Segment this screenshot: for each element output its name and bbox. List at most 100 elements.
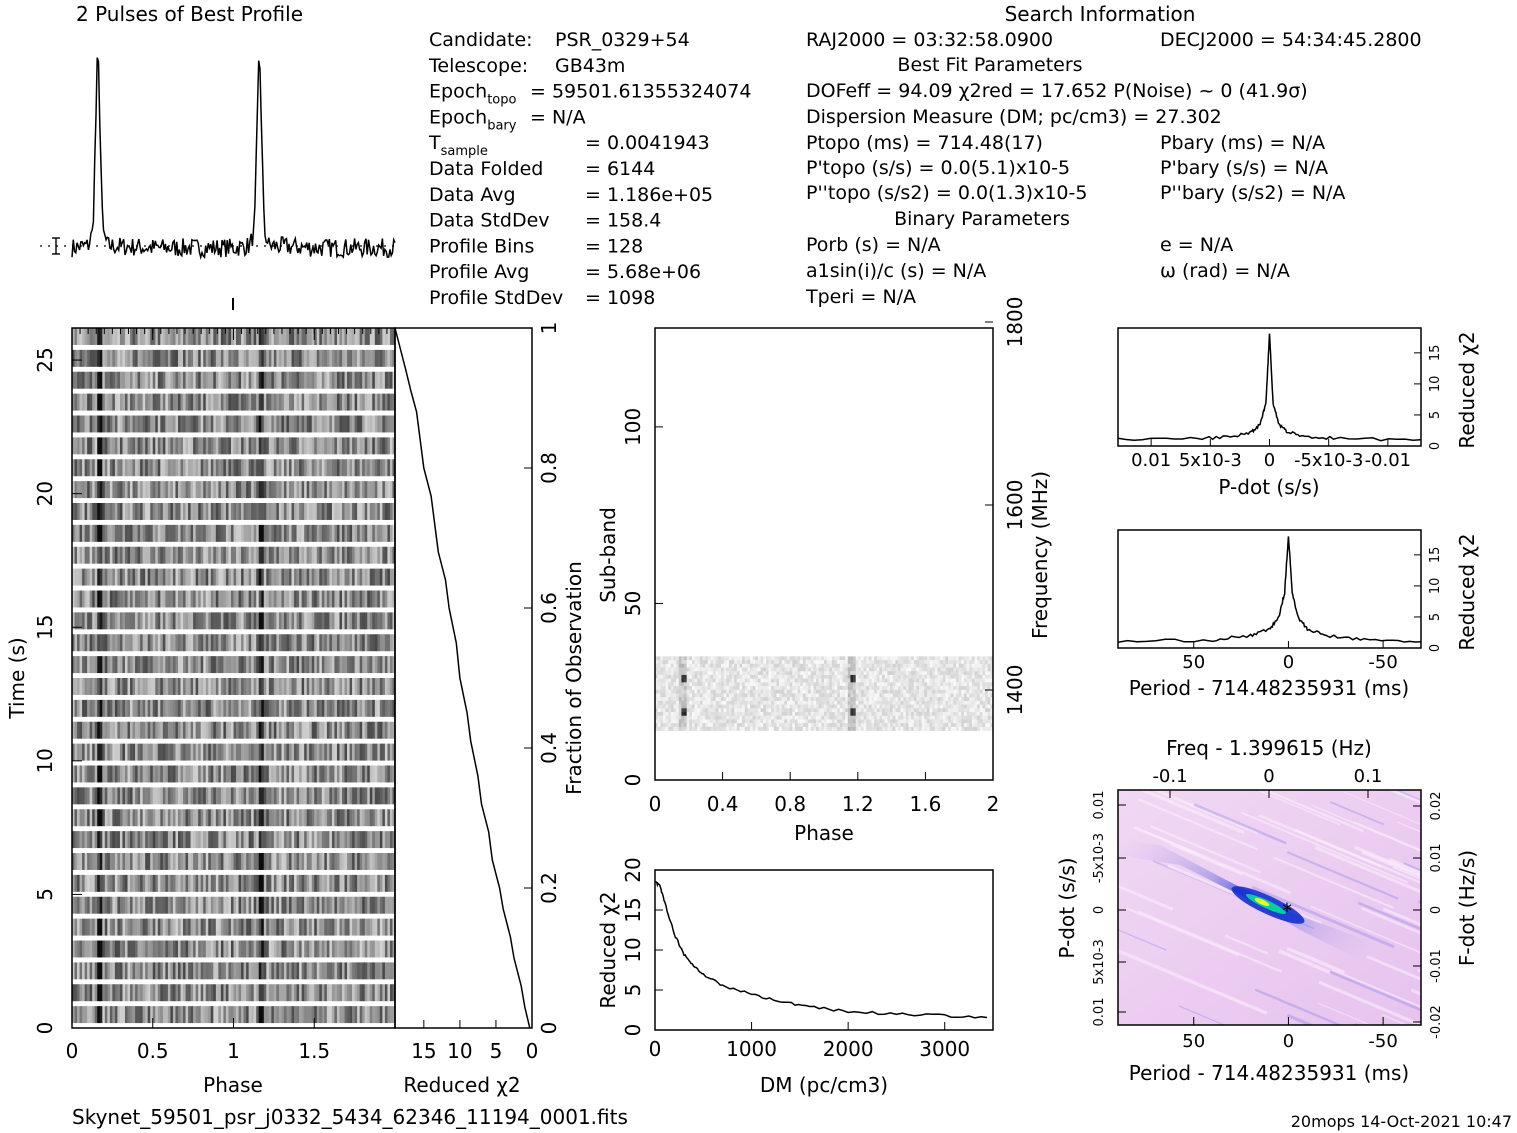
subband-cell: [871, 660, 875, 665]
time-phase-cell: [215, 678, 219, 695]
time-phase-cell: [160, 831, 164, 849]
time-phase-cell: [316, 634, 320, 652]
time-phase-cell: [309, 699, 313, 717]
time-phase-cell: [289, 546, 292, 564]
time-phase-cell: [104, 962, 108, 980]
time-phase-cell: [273, 743, 277, 761]
time-phase-cell: [218, 546, 222, 564]
time-phase-cell: [389, 612, 393, 630]
time-phase-cell: [326, 503, 330, 520]
time-phase-cell: [152, 874, 156, 892]
time-phase-cell: [367, 831, 371, 849]
time-phase-cell: [198, 349, 201, 367]
frac-yticklabel-1: 0.2: [537, 872, 561, 904]
time-phase-cell: [152, 437, 156, 455]
time-phase-cell: [334, 940, 338, 958]
time-phase-cell: [304, 568, 307, 586]
time-phase-cell: [342, 459, 345, 477]
time-phase-cell: [278, 1006, 282, 1024]
subband-cell: [765, 667, 769, 672]
subband-cell: [895, 671, 899, 676]
time-phase-cell: [367, 874, 371, 892]
time-phase-cell: [165, 831, 169, 849]
time-phase-cell: [258, 721, 262, 739]
time-phase-cell: [165, 546, 169, 564]
time-phase-cell: [140, 349, 143, 367]
subband-cell: [884, 656, 888, 661]
time-phase-cell: [319, 787, 323, 805]
time-phase-cell: [319, 678, 323, 695]
subband-cell: [932, 660, 936, 665]
time-phase-cell: [319, 918, 323, 936]
time-phase-cell: [157, 831, 161, 849]
time-phase-cell: [193, 874, 196, 892]
time-phase-cell: [347, 524, 350, 542]
subband-cell: [662, 667, 666, 672]
time-phase-cell: [119, 393, 123, 411]
time-phase-cell: [167, 371, 171, 389]
time-phase-cell: [137, 721, 141, 739]
time-phase-cell: [72, 984, 75, 1002]
time-phase-cell: [389, 787, 393, 805]
time-phase-cell: [92, 874, 96, 892]
subband-cell: [850, 660, 854, 665]
time-phase-cell: [107, 546, 111, 564]
time-phase-cell: [286, 743, 290, 761]
info-label-8: Profile Bins: [429, 235, 534, 257]
time-phase-cell: [102, 328, 106, 345]
time-phase-cell: [256, 328, 260, 345]
time-phase-cell: [276, 765, 280, 783]
time-phase-cell: [387, 481, 391, 499]
time-phase-cell: [210, 393, 214, 411]
subband-cell: [697, 674, 701, 679]
time-phase-cell: [326, 984, 330, 1002]
time-phase-cell: [228, 1006, 232, 1024]
time-phase-cell: [114, 437, 118, 455]
subband-cell: [839, 656, 843, 661]
time-phase-cell: [339, 590, 343, 608]
subband-cell: [908, 674, 912, 679]
profile-curve: [71, 57, 396, 260]
time-phase-cell: [339, 328, 343, 345]
time-phase-cell: [382, 765, 386, 783]
time-phase-cell: [155, 831, 159, 849]
time-phase-cell: [268, 787, 272, 805]
time-phase-cell: [334, 328, 338, 345]
time-phase-cell: [193, 415, 196, 433]
time-phase-cell: [384, 415, 388, 433]
time-phase-cell: [225, 896, 229, 914]
time-phase-cell: [165, 678, 169, 695]
time-phase-cell: [215, 568, 219, 586]
info-label-7: Data StdDev: [429, 210, 550, 232]
time-phase-cell: [175, 874, 179, 892]
time-phase-cell: [364, 787, 368, 805]
time-phase-cell: [223, 699, 227, 717]
time-phase-cell: [142, 481, 146, 499]
time-phase-cell: [294, 962, 297, 980]
time-phase-cell: [147, 896, 151, 914]
time-phase-cell: [200, 546, 204, 564]
subband-cell: [718, 667, 722, 672]
subband-cell: [913, 671, 917, 676]
time-phase-cell: [79, 721, 83, 739]
time-phase-cell: [243, 874, 247, 892]
time-phase-cell: [165, 809, 169, 827]
time-phase-cell: [230, 787, 234, 805]
time-phase-cell: [135, 503, 138, 520]
time-phase-cell: [87, 590, 90, 608]
time-phase-cell: [354, 678, 358, 695]
time-phase-cell: [150, 634, 154, 652]
time-phase-cell: [273, 678, 277, 695]
time-phase-cell: [261, 853, 265, 870]
time-phase-cell: [99, 765, 103, 783]
time-phase-cell: [84, 590, 88, 608]
time-phase-cell: [203, 984, 207, 1002]
time-phase-cell: [374, 568, 378, 586]
time-phase-cell: [162, 612, 166, 630]
time-phase-cell: [152, 590, 156, 608]
time-phase-cell: [276, 612, 280, 630]
time-phase-cell: [273, 612, 277, 630]
time-phase-cell: [299, 437, 302, 455]
subband-cell: [871, 671, 875, 676]
subband-cell: [905, 674, 909, 679]
